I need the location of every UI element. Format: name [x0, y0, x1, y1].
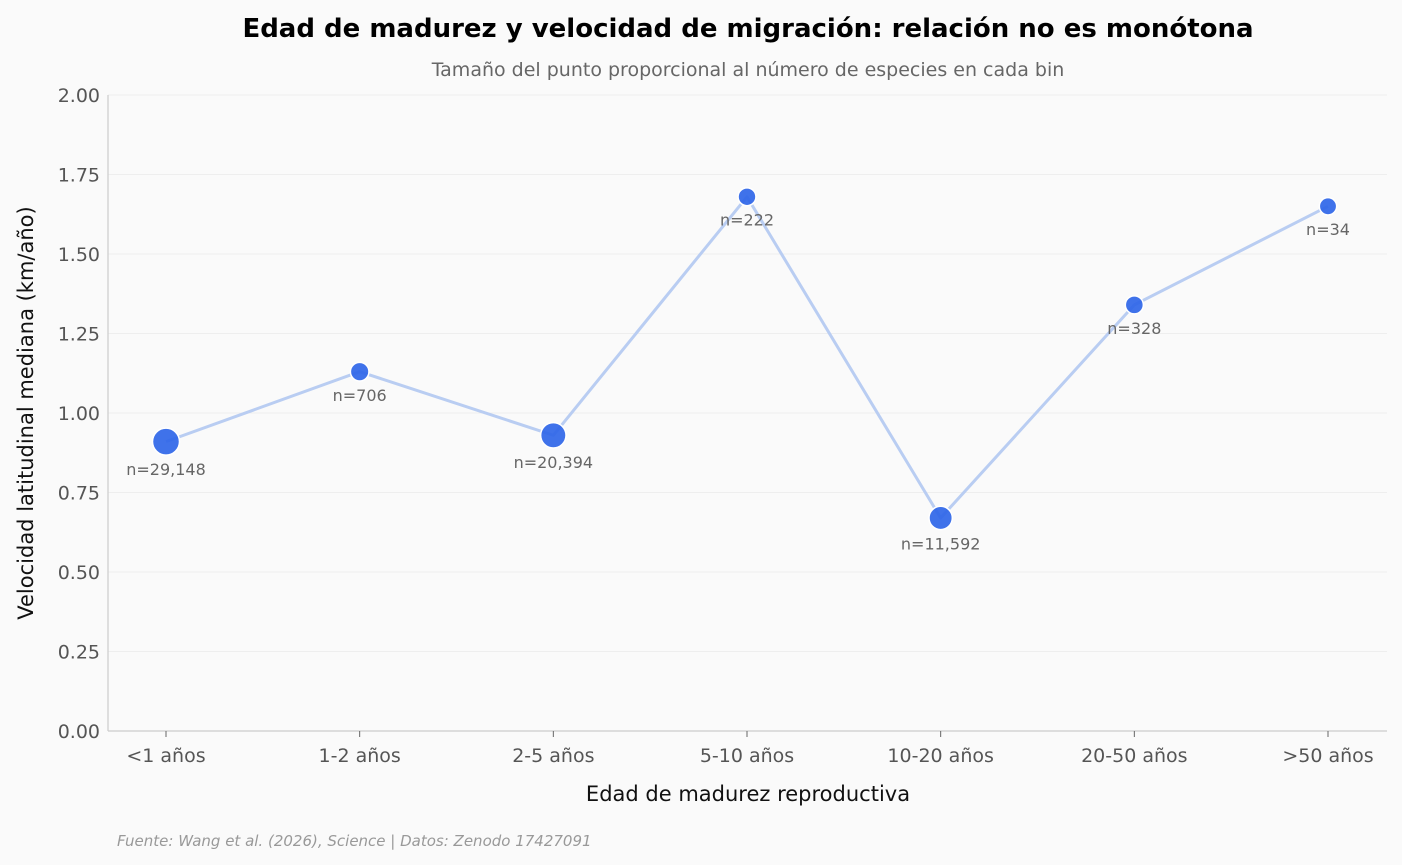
x-axis-label: Edad de madurez reproductiva — [586, 782, 910, 806]
data-points — [151, 187, 1338, 531]
x-tick-label: 2-5 años — [512, 745, 594, 767]
count-label: n=328 — [1107, 319, 1161, 338]
chart-subtitle: Tamaño del punto proporcional al número … — [431, 59, 1065, 81]
data-point — [1318, 196, 1338, 216]
y-tick-label: 0.00 — [58, 721, 100, 743]
y-axis-label: Velocidad latitudinal mediana (km/año) — [14, 206, 38, 619]
count-label: n=34 — [1306, 220, 1350, 239]
y-tick-label: 2.00 — [58, 85, 100, 107]
data-point — [349, 361, 370, 382]
x-tick-label: 5-10 años — [700, 745, 794, 767]
data-point — [737, 187, 757, 207]
y-tick-label: 1.25 — [58, 324, 100, 346]
count-labels: n=29,148 n=706 n=20,394 n=222 n=11,592 n=328 n… — [126, 211, 1350, 554]
data-point — [928, 505, 954, 531]
count-label: n=29,148 — [126, 460, 206, 479]
x-tick-label: <1 años — [126, 745, 205, 767]
gridlines — [108, 94, 1387, 652]
x-tick-label: >50 años — [1282, 745, 1373, 767]
y-tick-label: 0.25 — [58, 642, 100, 664]
count-label: n=222 — [720, 211, 774, 230]
y-tick-label: 1.75 — [58, 165, 100, 187]
x-ticks: <1 años 1-2 años 2-5 años 5-10 años 10-20 añ… — [126, 731, 1374, 767]
count-label: n=706 — [333, 386, 387, 405]
y-tick-label: 0.50 — [58, 562, 100, 584]
x-tick-label: 20-50 años — [1081, 745, 1187, 767]
count-label: n=11,592 — [901, 535, 981, 554]
y-ticks: 0.00 0.25 0.50 0.75 1.00 1.25 1.50 1.75 2.00 — [58, 85, 100, 743]
y-tick-label: 1.50 — [58, 244, 100, 266]
data-point — [539, 421, 567, 449]
y-tick-label: 1.00 — [58, 403, 100, 425]
data-point — [151, 427, 181, 456]
chart-title: Edad de madurez y velocidad de migración… — [242, 14, 1253, 44]
x-tick-label: 10-20 años — [887, 745, 993, 767]
series-line-path — [165, 195, 1329, 520]
x-tick-label: 1-2 años — [319, 745, 401, 767]
series-line — [165, 195, 1329, 520]
count-label: n=20,394 — [514, 453, 594, 472]
y-tick-label: 0.75 — [58, 483, 100, 505]
source-note: Fuente: Wang et al. (2026), Science | Da… — [117, 832, 592, 850]
data-point — [1124, 295, 1145, 315]
